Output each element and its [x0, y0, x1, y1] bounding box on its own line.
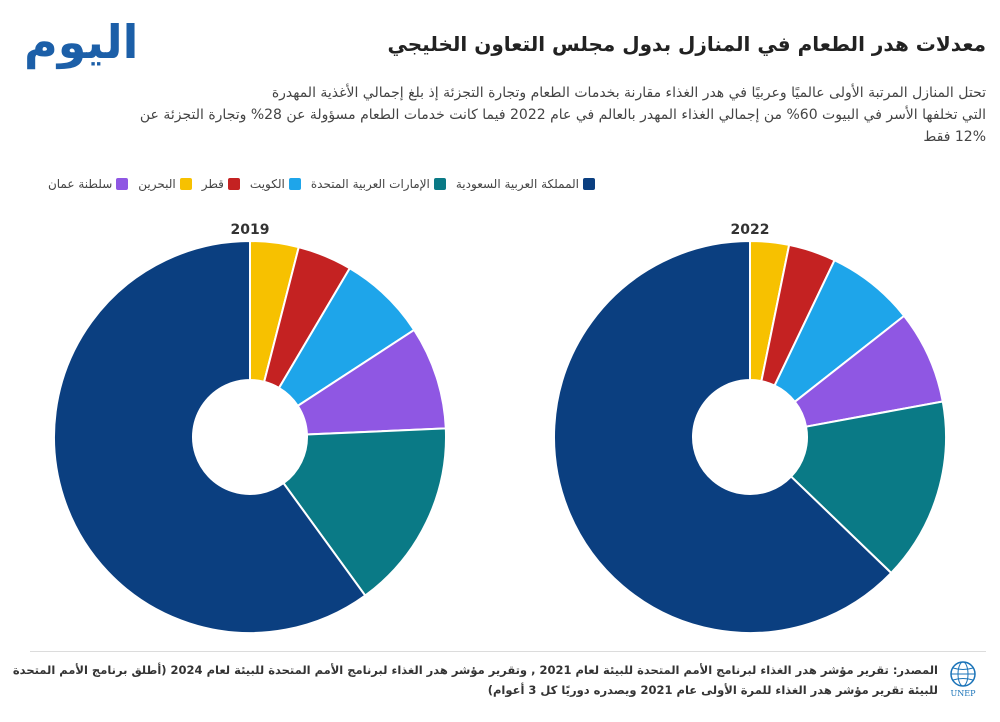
- legend-item: قطر: [202, 177, 240, 191]
- source-line: للبيئة تقرير مؤشر هدر الغذاء للمرة الأول…: [487, 683, 938, 697]
- subtitle: تحتل المنازل المرتبة الأولى عالميًا وعرب…: [26, 82, 986, 148]
- legend-swatch: [583, 178, 595, 190]
- donut-slice: [282, 427, 447, 597]
- legend-swatch: [227, 178, 240, 190]
- legend-label: الكويت: [249, 177, 285, 191]
- donut-slice: [789, 400, 947, 575]
- donut-slice: [553, 239, 893, 634]
- legend-label: الإمارات العربية المتحدة: [310, 177, 430, 191]
- legend-item: الكويت: [250, 177, 301, 191]
- donut-charts: 2019 2022: [53, 222, 947, 634]
- legend-item: البحرين: [138, 177, 192, 191]
- chart-year-title: 2019: [231, 222, 270, 238]
- legend-item: المملكة العربية السعودية: [456, 177, 595, 191]
- legend-swatch: [288, 178, 301, 190]
- legend-swatch: [433, 178, 446, 190]
- brand-logo: اليوم: [24, 15, 140, 69]
- legend-label: سلطنة عمان: [47, 177, 113, 191]
- globe-icon: [950, 661, 976, 687]
- legend-label: المملكة العربية السعودية: [455, 177, 579, 191]
- unep-logo: UNEP: [946, 660, 980, 700]
- page-title: معدلات هدر الطعام في المنازل بدول مجلس ا…: [387, 32, 986, 56]
- legend-item: سلطنة عمان: [47, 177, 129, 191]
- chart-legend: المملكة العربية السعودية الإمارات العربي…: [48, 177, 595, 191]
- source-line: المصدر: تقرير مؤشر هدر الغذاء لبرنامج ال…: [12, 663, 938, 677]
- subtitle-line: التي تخلفها الأسر في البيوت 60% من إجمال…: [139, 107, 986, 123]
- legend-label: البحرين: [138, 177, 176, 191]
- legend-item: الإمارات العربية المتحدة: [311, 177, 446, 191]
- chart-year-title: 2022: [731, 222, 770, 238]
- footer-divider: [30, 651, 986, 652]
- unep-text: UNEP: [950, 689, 976, 698]
- legend-swatch: [116, 178, 129, 190]
- legend-swatch: [179, 178, 192, 190]
- donut-slice: [53, 239, 367, 634]
- subtitle-line: 12% فقط: [923, 129, 986, 145]
- source-note: المصدر: تقرير مؤشر هدر الغذاء لبرنامج ال…: [12, 660, 938, 700]
- subtitle-line: تحتل المنازل المرتبة الأولى عالميًا وعرب…: [271, 85, 986, 101]
- legend-label: قطر: [201, 177, 224, 191]
